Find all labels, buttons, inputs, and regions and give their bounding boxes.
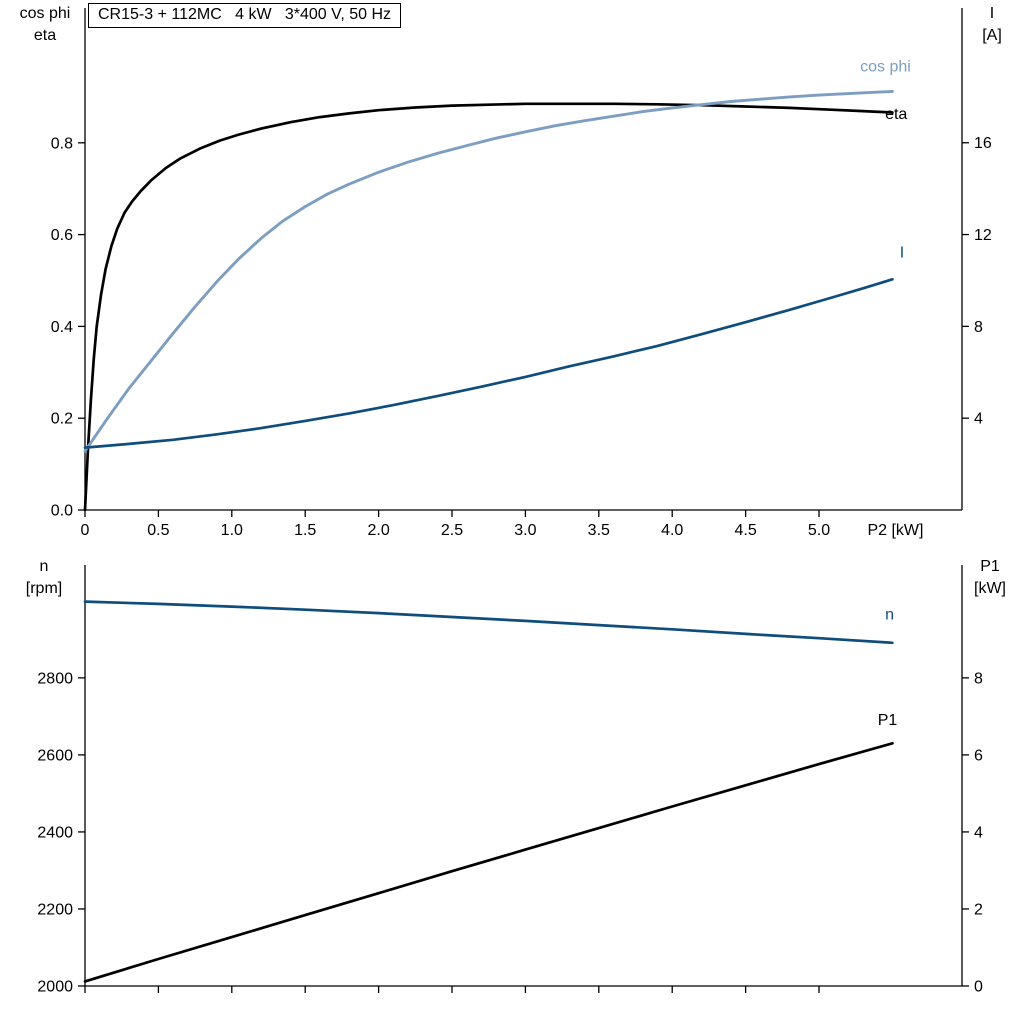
right-tick-label: 2 <box>974 901 983 918</box>
left-tick-label: 0.8 <box>51 135 73 152</box>
speed-axis-label: n <box>39 558 49 575</box>
chart-title: CR15-3 + 112MC 4 kW 3*400 V, 50 Hz <box>88 3 402 28</box>
series-label-n: n <box>885 606 894 623</box>
x-tick-label: 2.5 <box>441 522 463 539</box>
x-tick-label: 0 <box>81 522 90 539</box>
x-tick-label: 1.5 <box>294 522 316 539</box>
right-tick-label: 0 <box>974 979 983 996</box>
right-tick-label: 12 <box>974 227 992 244</box>
right-tick-label: 16 <box>974 135 992 152</box>
right-tick-label: 8 <box>974 319 983 336</box>
left-tick-label: 2200 <box>37 901 73 918</box>
left-tick-label: 0.4 <box>51 319 73 336</box>
bottom-right-axis-title: P1 [kW] <box>960 556 1020 600</box>
series-p1 <box>83 741 894 983</box>
p1-axis-unit: [kW] <box>974 580 1006 597</box>
left-tick-label: 2800 <box>37 670 73 687</box>
bottom-left-axis-title: n [rpm] <box>8 556 80 600</box>
top-left-axis-title: cos phi eta <box>4 3 86 47</box>
current-axis-unit: [A] <box>982 27 1002 44</box>
x-tick-label: 4.0 <box>661 522 683 539</box>
series-i <box>83 277 894 449</box>
series-label-eta: eta <box>885 106 907 123</box>
series-label-i: I <box>900 245 904 262</box>
right-tick-label: 6 <box>974 747 983 764</box>
top-right-axis-title: I [A] <box>963 3 1021 47</box>
x-tick-label: 1.0 <box>221 522 243 539</box>
x-tick-label: 5.0 <box>808 522 830 539</box>
current-axis-label: I <box>989 5 995 22</box>
series-eta <box>83 102 894 512</box>
x-tick-label: 3.5 <box>588 522 610 539</box>
left-tick-label: 0.0 <box>51 503 73 520</box>
speed-axis-unit: [rpm] <box>25 580 63 597</box>
right-tick-label: 4 <box>974 411 983 428</box>
x-tick-label: 4.5 <box>734 522 756 539</box>
left-tick-label: 0.6 <box>51 227 73 244</box>
left-tick-label: 0.2 <box>51 411 73 428</box>
left-tick-label: 2600 <box>37 747 73 764</box>
left-tick-label: 2400 <box>37 824 73 841</box>
x-tick-label: 2.0 <box>367 522 389 539</box>
series-label-p1: P1 <box>878 712 898 729</box>
eta-axis-label: eta <box>33 27 57 44</box>
p1-axis-label: P1 <box>980 558 1000 575</box>
x-tick-label: 0.5 <box>147 522 169 539</box>
series-label-cos-phi: cos phi <box>860 59 911 76</box>
series-cos-phi <box>83 89 894 453</box>
left-tick-label: 2000 <box>37 979 73 996</box>
right-tick-label: 4 <box>974 824 983 841</box>
cos-phi-axis-label: cos phi <box>19 5 71 22</box>
series-n <box>83 600 894 645</box>
right-tick-label: 8 <box>974 670 983 687</box>
x-tick-label: 3.0 <box>514 522 536 539</box>
x-axis-title: P2 [kW] <box>867 522 923 539</box>
